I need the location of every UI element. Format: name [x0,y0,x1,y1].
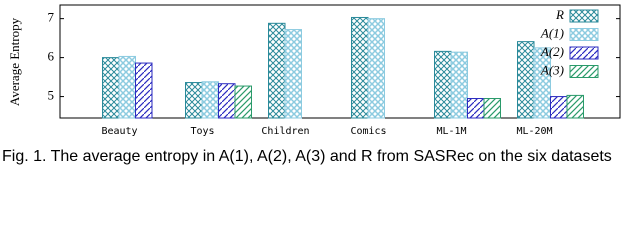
y-axis-label: Average Entropy [7,17,22,106]
bar [533,47,551,119]
bar [434,50,452,119]
legend-label: R [555,7,564,22]
bar [483,98,501,119]
legend-label: A(2) [540,44,564,59]
bar [550,96,568,119]
page: {"chart_data": {"type": "bar", "y_label"… [2,4,621,166]
bar [284,29,302,119]
bar [102,57,120,119]
bar [234,85,252,119]
y-tick-label: 7 [48,10,55,25]
chart: Average Entropy Fig. 1. The average entr… [2,4,621,165]
bar [135,62,153,119]
bar [517,41,535,119]
legend-swatch [569,46,599,60]
y-tick-label: 5 [48,88,55,103]
y-tick-label: 6 [48,49,55,64]
x-tick-label: ML-20M [516,126,552,137]
legend-swatch [569,65,599,78]
bar [367,18,385,119]
x-tick-label: Comics [350,126,386,137]
legend-label: A(3) [540,62,564,77]
bar [351,16,369,119]
bar [467,98,485,119]
legend-swatch [569,9,599,23]
bar [450,51,468,119]
bar [268,22,286,119]
x-tick-label: Toys [190,126,214,137]
legend-label: A(1) [540,25,564,40]
plot-frame [59,4,621,119]
bar [185,82,203,119]
x-tick-label: ML-1M [436,126,466,137]
legend-swatch [569,28,599,41]
caption: Fig. 1. The average entropy in A(1), A(2… [2,148,612,165]
bar [566,94,584,119]
bar [118,55,136,119]
bar [218,83,236,119]
bar [201,81,219,119]
x-tick-label: Beauty [101,126,137,137]
x-tick-label: Children [261,126,309,137]
